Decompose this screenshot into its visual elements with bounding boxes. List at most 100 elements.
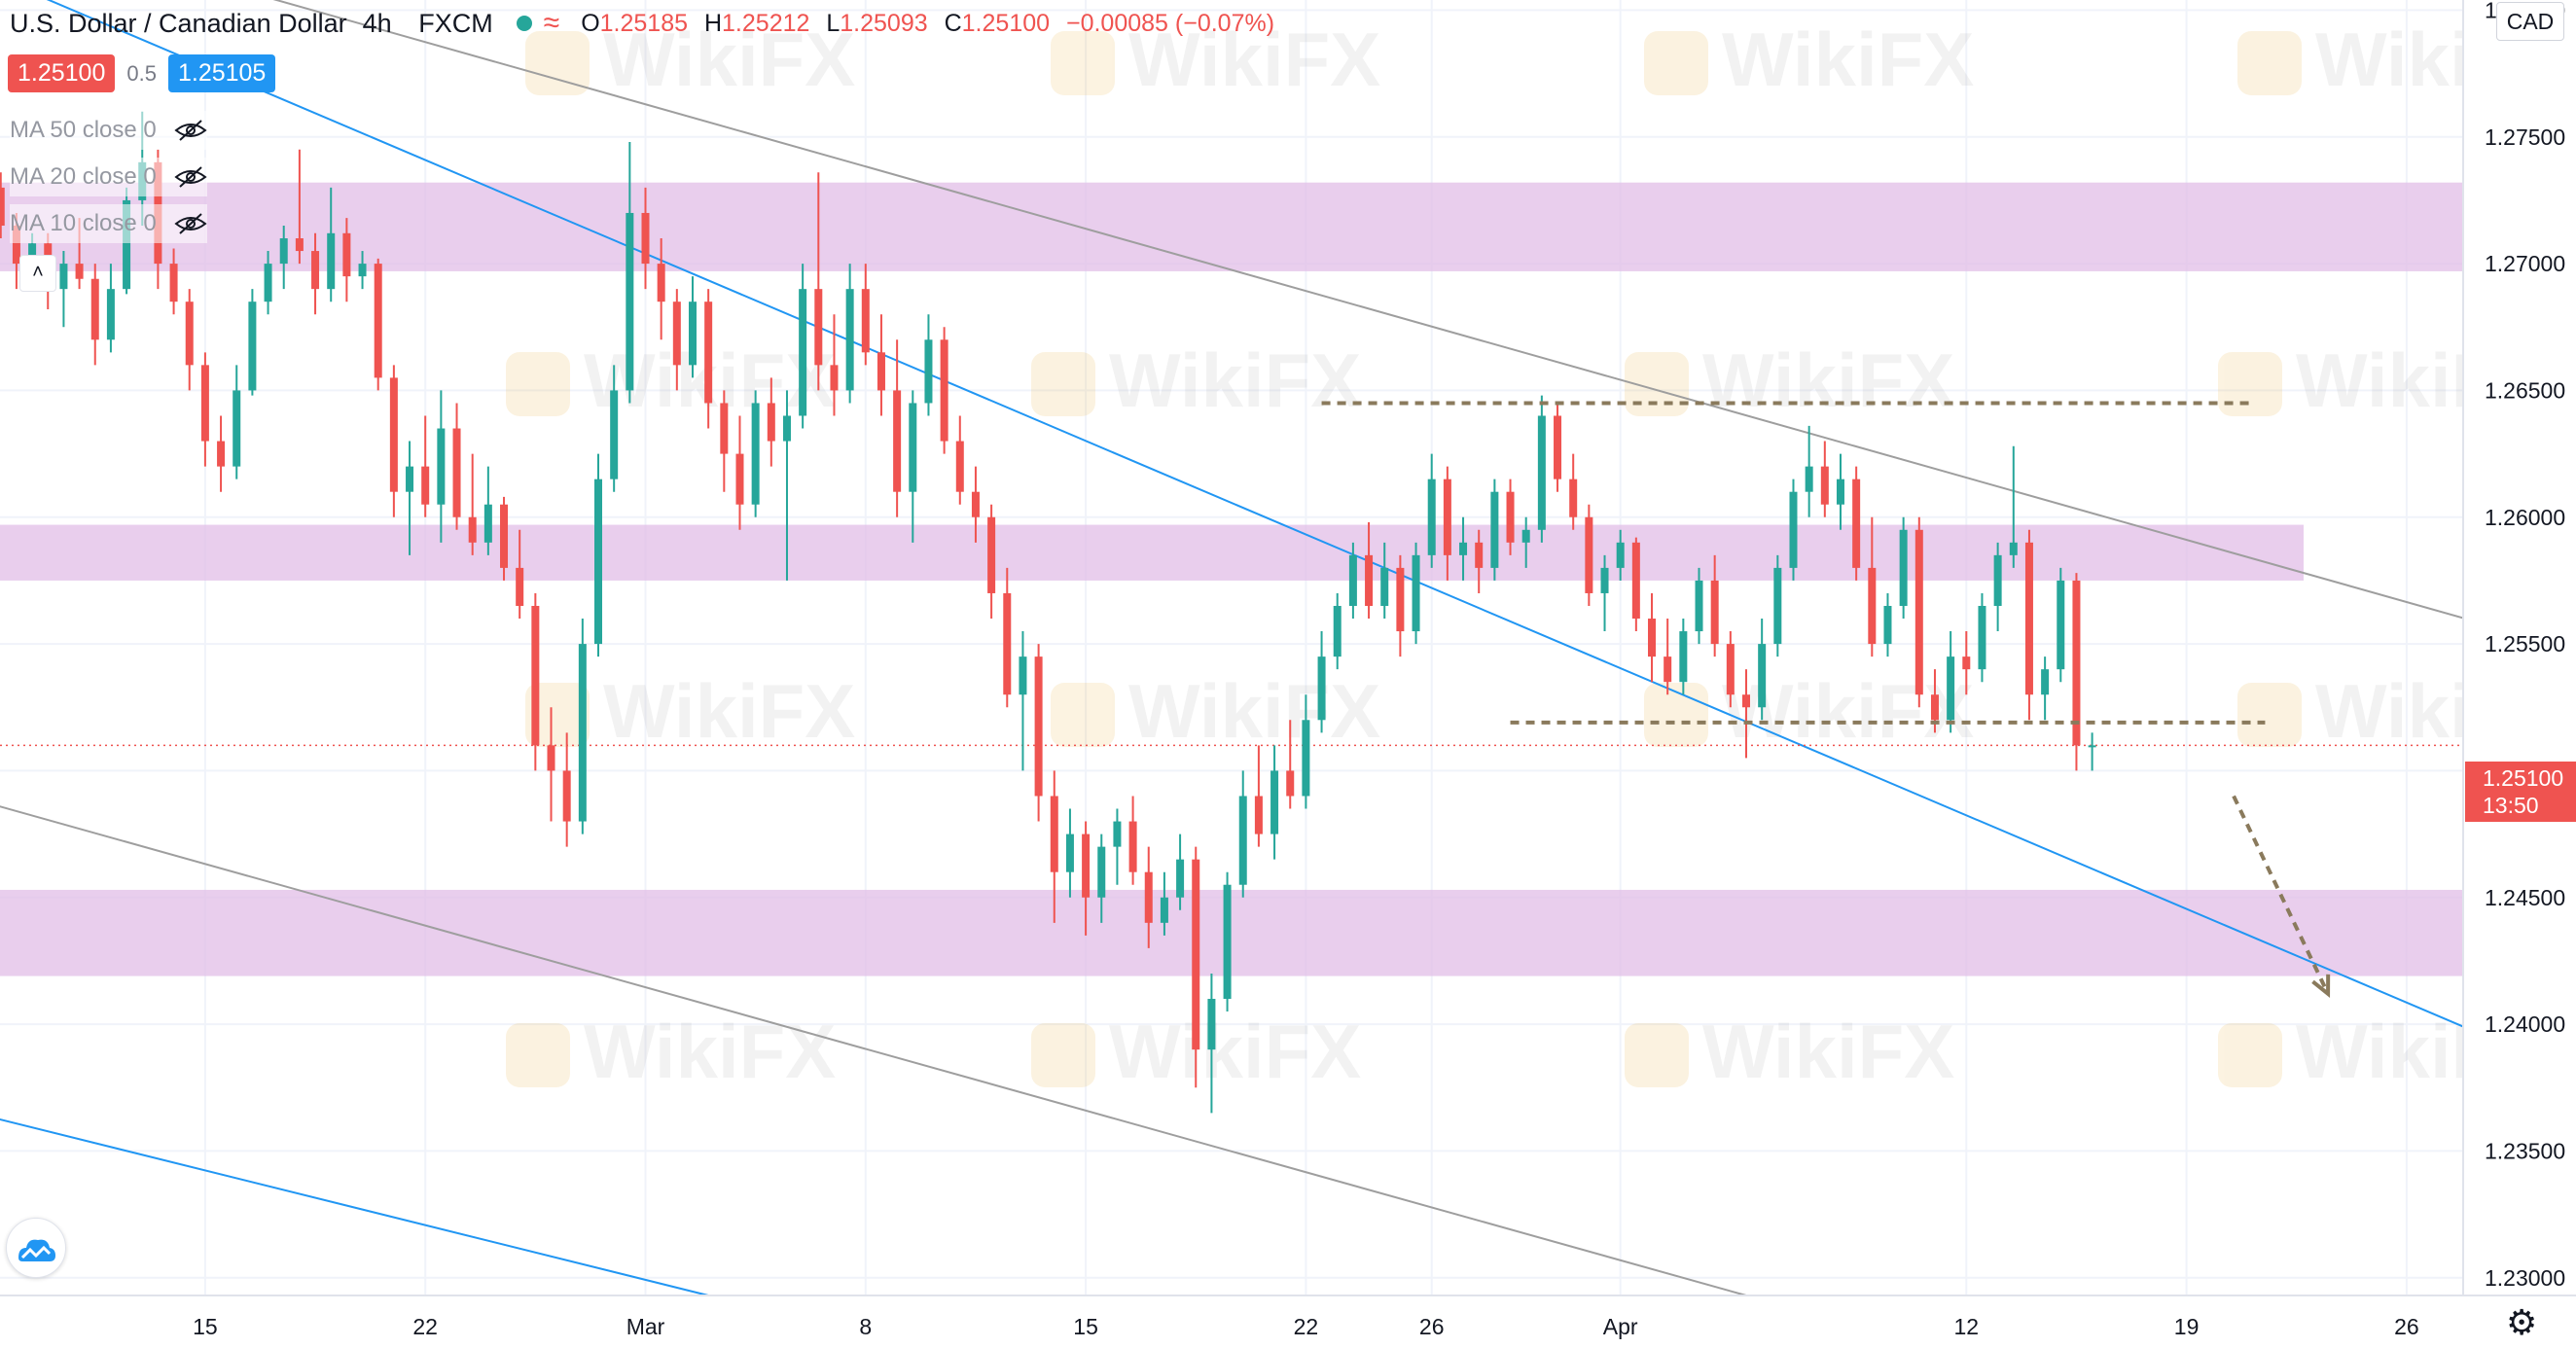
candle: [1365, 521, 1374, 620]
candle: [641, 187, 650, 290]
candle-body: [845, 289, 854, 391]
candle: [767, 377, 775, 467]
candle-body: [1600, 567, 1609, 593]
candle-body: [1238, 796, 1247, 885]
candle: [1805, 425, 1813, 517]
candle-body: [374, 264, 382, 378]
gear-icon[interactable]: ⚙: [2506, 1302, 2538, 1342]
supply-demand-zone: [0, 889, 2463, 976]
candle: [295, 149, 304, 265]
buy-price-button[interactable]: 1.25105: [167, 54, 276, 92]
price-tick-label: 1.27000: [2485, 251, 2565, 276]
candle-body: [483, 504, 492, 543]
candle: [1554, 403, 1562, 492]
candle-body: [1302, 720, 1310, 797]
candle-body: [342, 232, 351, 277]
candle: [1176, 834, 1185, 910]
candle: [1537, 395, 1546, 543]
watermark-logo: [1051, 31, 1115, 95]
indicator-label: MA 20 close 0: [10, 163, 157, 190]
candle-body: [1207, 999, 1216, 1050]
channel-line: [272, 0, 2502, 630]
watermark-text: WikiFX: [603, 668, 855, 754]
wikifx-watermark: WikiFX: [1051, 668, 1380, 754]
candle: [437, 390, 446, 543]
candle-body: [169, 264, 178, 302]
candle: [1475, 529, 1484, 593]
candle: [1270, 745, 1279, 860]
candle: [2057, 567, 2065, 683]
candle: [1978, 592, 1986, 683]
wikifx-watermark: WikiFX: [1644, 668, 1974, 754]
candle: [452, 403, 461, 530]
candle-body: [924, 339, 933, 404]
candle-body: [1537, 415, 1546, 530]
wave-icon[interactable]: ≈: [543, 7, 560, 39]
candle: [657, 238, 665, 340]
candle: [1050, 770, 1058, 923]
candle-body: [123, 199, 131, 290]
candle: [531, 592, 540, 771]
watermark-text: WikiFX: [1702, 337, 1954, 423]
projection-arrow-head: [2311, 974, 2331, 998]
watermark-logo: [1051, 683, 1115, 747]
time-tick-label: 22: [1294, 1314, 1319, 1339]
candle-body: [751, 403, 760, 505]
candle-body: [688, 302, 697, 366]
candle: [279, 225, 288, 290]
watermark-logo: [2218, 352, 2282, 416]
tradingview-logo[interactable]: [6, 1218, 66, 1278]
candle-body: [1773, 567, 1782, 645]
indicator-ma50[interactable]: MA 50 close 0: [10, 111, 207, 150]
candle-body: [1883, 605, 1892, 645]
candle-body: [735, 453, 744, 505]
ohlc-values: O1.25185 H1.25212 L1.25093 C1.25100 −0.0…: [581, 10, 1274, 38]
candle: [1789, 479, 1798, 581]
market-status-icon[interactable]: [516, 16, 532, 31]
close-value: 1.25100: [961, 9, 1051, 37]
candle-body: [594, 479, 603, 645]
candle: [610, 365, 619, 492]
candle-body: [90, 278, 99, 340]
watermark-text: WikiFX: [1702, 1009, 1954, 1094]
candle: [1427, 453, 1436, 568]
time-axis-background: [0, 1295, 2576, 1348]
indicator-ma20[interactable]: MA 20 close 0: [10, 158, 207, 196]
candle: [1899, 516, 1908, 620]
watermark-logo: [506, 352, 570, 416]
candle: [1097, 834, 1106, 923]
candle-body: [516, 567, 524, 606]
candle-body: [861, 289, 870, 353]
candle: [1286, 720, 1295, 809]
candle-body: [1396, 567, 1405, 632]
candle-body: [1490, 491, 1499, 568]
eye-hidden-icon[interactable]: [174, 212, 207, 235]
candle: [468, 453, 477, 555]
candle-body: [1082, 834, 1091, 898]
symbol-name[interactable]: U.S. Dollar / Canadian Dollar: [10, 8, 347, 38]
watermark-logo: [1031, 352, 1095, 416]
eye-hidden-icon[interactable]: [174, 119, 207, 142]
indicator-ma10[interactable]: MA 10 close 0: [10, 204, 207, 243]
candle: [1192, 846, 1200, 1088]
candle: [940, 327, 948, 454]
interval-label[interactable]: 4h: [362, 8, 392, 38]
indicator-label: MA 50 close 0: [10, 117, 157, 143]
collapse-legend-button[interactable]: ˄: [19, 255, 56, 292]
candle-body: [1868, 567, 1877, 645]
candle: [90, 264, 99, 366]
watermark-logo: [506, 1023, 570, 1087]
supply-demand-zone: [0, 182, 2463, 271]
candle-body: [1836, 479, 1844, 505]
candle-body: [248, 302, 257, 391]
candle-body: [1820, 466, 1829, 505]
candle-body: [704, 302, 713, 404]
candle-body: [877, 352, 885, 391]
eye-hidden-icon[interactable]: [174, 165, 207, 189]
candle: [1380, 542, 1389, 620]
sell-price-button[interactable]: 1.25100: [8, 54, 116, 92]
currency-button[interactable]: CAD: [2496, 2, 2564, 41]
candle: [562, 732, 571, 847]
candle: [987, 504, 996, 620]
